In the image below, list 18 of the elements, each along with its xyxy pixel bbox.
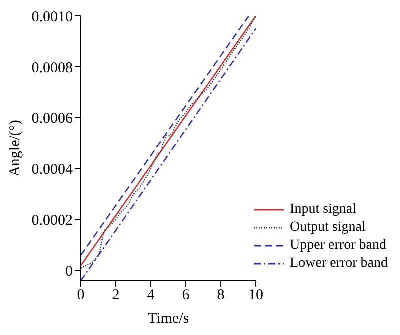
legend-label: Lower error band <box>290 255 388 273</box>
y-tick-label: 0.0008 <box>32 60 73 76</box>
y-tick-label: 0.0006 <box>32 111 74 128</box>
x-axis-title: Time/s <box>148 311 190 327</box>
y-tick-label: 0.0002 <box>32 213 73 230</box>
x-tick-label: 10 <box>248 288 264 304</box>
x-tick-label: 0 <box>77 288 85 304</box>
y-axis-title: Angle/(°) <box>7 120 24 177</box>
x-tick-label: 6 <box>182 288 190 304</box>
x-tick-label: 2 <box>112 288 120 304</box>
y-tick-label: 0.0010 <box>32 9 73 26</box>
legend-label: Upper error band <box>290 237 386 255</box>
y-tick-label: 0 <box>66 264 73 280</box>
x-tick-label: 4 <box>147 288 156 304</box>
x-tick-label: 8 <box>217 288 225 304</box>
y-tick-label: 0.0004 <box>32 162 74 178</box>
legend-label: Output signal <box>290 219 366 237</box>
legend-label: Input signal <box>290 201 357 219</box>
